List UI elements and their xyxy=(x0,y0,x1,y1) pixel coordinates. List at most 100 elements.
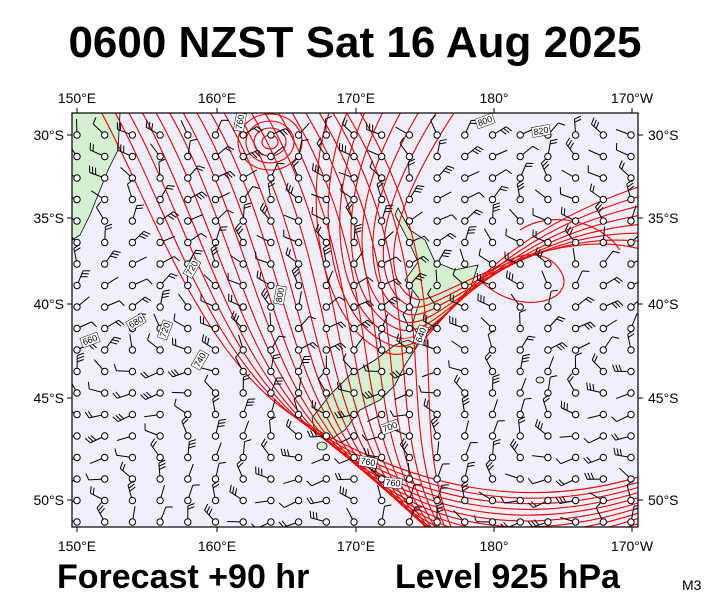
station xyxy=(461,238,469,247)
station xyxy=(211,260,220,268)
station xyxy=(488,303,497,311)
barb-feather xyxy=(478,192,485,198)
contour-label-box: 820 xyxy=(530,124,552,138)
barb-feather xyxy=(261,204,267,212)
station xyxy=(73,410,81,419)
station xyxy=(461,410,469,419)
station xyxy=(544,453,552,462)
barb-feather xyxy=(312,511,315,519)
station xyxy=(322,432,330,440)
barb-feather xyxy=(462,394,469,400)
station xyxy=(156,518,164,526)
barb-feather xyxy=(511,273,514,281)
barb-feather xyxy=(354,223,362,228)
barb-feather xyxy=(337,411,342,418)
contour-label: 760 xyxy=(360,456,377,468)
barb-feather xyxy=(309,496,315,504)
station xyxy=(128,453,137,462)
barb-feather xyxy=(384,504,392,507)
barb-feather xyxy=(439,138,447,142)
station xyxy=(211,453,220,462)
barb-feather xyxy=(549,141,558,145)
station xyxy=(461,217,469,225)
barb-feather xyxy=(288,249,291,257)
station xyxy=(516,131,524,139)
barb-feather xyxy=(486,461,493,468)
barb-feather xyxy=(614,301,621,308)
lat-label-right: 30°S xyxy=(648,127,679,143)
station xyxy=(101,303,109,311)
barb-feather xyxy=(558,496,564,504)
label-bg xyxy=(357,455,379,469)
barb-feather xyxy=(530,520,537,527)
barb-feather xyxy=(492,380,500,384)
barb-feather xyxy=(148,121,151,129)
barb-feather xyxy=(376,179,383,185)
barb-feather xyxy=(217,425,225,428)
station xyxy=(128,346,137,354)
station xyxy=(433,496,441,505)
barb-feather xyxy=(562,496,567,503)
station xyxy=(73,260,81,268)
station xyxy=(488,346,497,354)
station xyxy=(156,217,164,225)
barb-feather xyxy=(486,354,492,361)
contour xyxy=(361,113,638,324)
barb-feather xyxy=(293,160,299,167)
barb-feather xyxy=(367,448,370,456)
station xyxy=(239,303,247,311)
contour-label: 800 xyxy=(274,287,286,304)
lon-label-top: 160°E xyxy=(198,90,236,106)
station xyxy=(128,518,137,526)
barb-feather xyxy=(212,483,220,489)
barb-feather xyxy=(452,268,456,275)
barb-feather xyxy=(364,391,371,398)
barb-feather xyxy=(337,382,339,390)
contour-label: 640 xyxy=(414,326,429,344)
station xyxy=(433,217,441,225)
barb-feather xyxy=(518,419,526,424)
station xyxy=(571,496,580,505)
barb-feather xyxy=(229,484,232,492)
barb-feather xyxy=(510,438,515,446)
barb-feather xyxy=(363,448,367,456)
barb-feather xyxy=(230,310,235,318)
station xyxy=(378,281,386,290)
station xyxy=(156,281,164,290)
barb-feather xyxy=(423,255,430,262)
barb-feather xyxy=(362,364,367,372)
station xyxy=(350,217,358,225)
station xyxy=(184,518,192,526)
station xyxy=(544,174,552,182)
contour xyxy=(196,113,638,527)
station xyxy=(516,367,524,376)
label-bg xyxy=(156,319,174,341)
barb-feather xyxy=(135,207,143,210)
station xyxy=(156,238,164,247)
barb-feather xyxy=(627,330,634,335)
station xyxy=(488,281,497,290)
station xyxy=(378,131,386,139)
barb-feather xyxy=(500,496,505,504)
station xyxy=(128,260,137,268)
station xyxy=(405,453,414,462)
station xyxy=(239,475,247,483)
station xyxy=(571,174,580,182)
barb-feather xyxy=(591,353,596,361)
station xyxy=(461,152,469,161)
barb-feather xyxy=(417,185,425,188)
station xyxy=(627,389,635,397)
barb-feather xyxy=(150,438,156,445)
barb-feather xyxy=(84,437,91,444)
station xyxy=(433,518,441,526)
station xyxy=(294,195,303,204)
station xyxy=(73,389,81,397)
barb-feather xyxy=(143,230,151,235)
station xyxy=(267,475,275,483)
barb-feather xyxy=(592,383,595,391)
barb-feather xyxy=(194,252,202,255)
barb-feather xyxy=(87,436,94,442)
barb-feather xyxy=(567,140,573,147)
station xyxy=(350,496,358,505)
